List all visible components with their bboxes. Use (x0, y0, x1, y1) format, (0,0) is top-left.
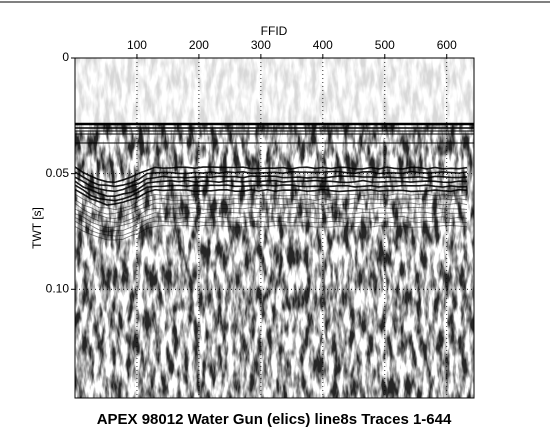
x-tick-label: 100 (127, 38, 147, 52)
x-tick-label: 500 (375, 38, 395, 52)
x-axis-label: FFID (261, 24, 288, 38)
reflector (75, 198, 468, 215)
reflector (75, 225, 468, 241)
reflector (75, 193, 468, 210)
reflector (75, 175, 468, 193)
plot-frame (74, 57, 475, 399)
x-tick-label: 600 (437, 38, 457, 52)
reflector (75, 170, 468, 188)
y-tick-label: 0.10 (46, 281, 70, 295)
x-tick-label: 300 (251, 38, 271, 52)
reflector (75, 202, 468, 220)
x-tick-label: 200 (189, 38, 209, 52)
reflector (75, 179, 468, 198)
reflector (75, 188, 468, 206)
reflector (75, 220, 468, 237)
seismic-section (75, 58, 474, 398)
y-tick-label: 0 (62, 50, 69, 64)
reflector (75, 207, 468, 223)
chart-title: APEX 98012 Water Gun (elics) line8s Trac… (97, 411, 452, 428)
reflector (75, 166, 468, 184)
x-tick-label: 400 (313, 38, 333, 52)
reflector (75, 211, 468, 229)
reflector (75, 216, 468, 233)
reflector (75, 184, 468, 202)
y-tick-label: 0.05 (46, 166, 70, 180)
y-axis-label: TWT [s] (30, 207, 44, 249)
